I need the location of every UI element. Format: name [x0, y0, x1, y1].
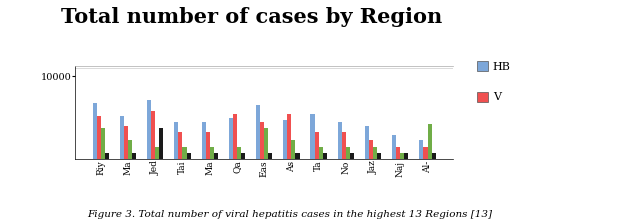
Bar [124, 126, 128, 221]
Bar [229, 118, 233, 221]
Bar [147, 100, 151, 221]
Bar [233, 114, 237, 221]
Bar [291, 140, 296, 221]
Bar [209, 147, 214, 221]
Bar [214, 153, 218, 221]
Bar [151, 111, 155, 221]
Bar [155, 147, 159, 221]
Bar [420, 140, 423, 221]
Bar [373, 147, 377, 221]
Bar [92, 103, 97, 221]
Text: Figure 3. Total number of viral hepatitis cases in the highest 13 Regions [13]: Figure 3. Total number of viral hepatiti… [87, 210, 492, 219]
Bar [179, 132, 182, 221]
Bar [338, 122, 342, 221]
Bar [264, 128, 268, 221]
Bar [323, 153, 327, 221]
Bar [97, 116, 101, 221]
Legend: HB, V: HB, V [477, 61, 511, 102]
Bar [268, 153, 272, 221]
Bar [206, 132, 209, 221]
Bar [187, 153, 191, 221]
Bar [314, 132, 319, 221]
Bar [428, 124, 431, 221]
Bar [132, 153, 136, 221]
Bar [400, 153, 404, 221]
Bar [423, 147, 428, 221]
Bar [319, 147, 323, 221]
Bar [311, 114, 314, 221]
Bar [350, 153, 354, 221]
Bar [120, 116, 124, 221]
Bar [182, 147, 187, 221]
Bar [365, 126, 369, 221]
Bar [392, 135, 396, 221]
Bar [396, 147, 400, 221]
Bar [159, 128, 164, 221]
Bar [346, 147, 350, 221]
Bar [377, 153, 381, 221]
Bar [283, 120, 287, 221]
Bar [241, 153, 245, 221]
Bar [237, 147, 241, 221]
Bar [105, 153, 109, 221]
Bar [260, 122, 264, 221]
Bar [201, 122, 206, 221]
Bar [128, 140, 132, 221]
Bar [369, 140, 373, 221]
Text: Total number of cases by Region: Total number of cases by Region [61, 7, 442, 27]
Bar [296, 153, 299, 221]
Bar [404, 153, 408, 221]
Bar [287, 114, 291, 221]
Bar [342, 132, 346, 221]
Bar [174, 122, 179, 221]
Bar [431, 153, 436, 221]
Bar [101, 128, 105, 221]
Bar [256, 105, 260, 221]
